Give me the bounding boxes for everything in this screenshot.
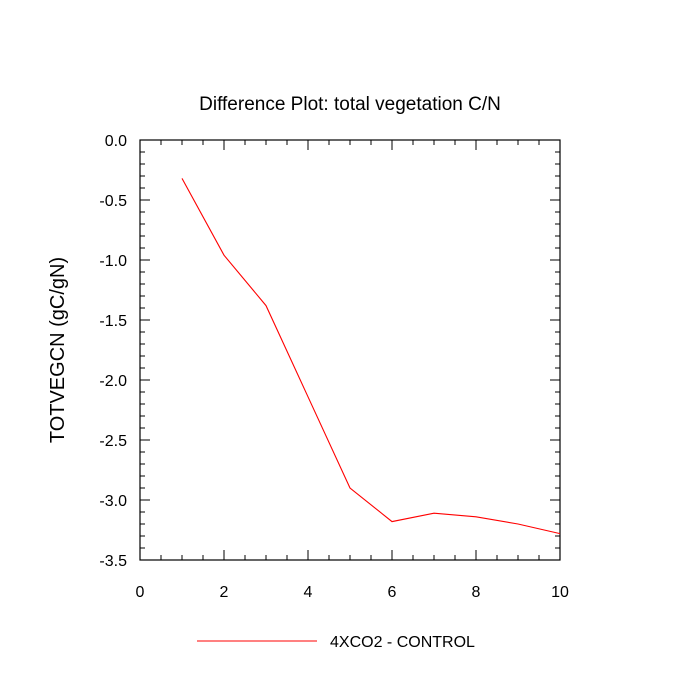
x-tick-label: 10: [551, 584, 569, 601]
y-tick-label: -2.0: [99, 373, 127, 390]
series-line-0: [181, 178, 561, 535]
legend-label: 4XCO2 - CONTROL: [330, 634, 475, 651]
y-tick-label: -1.5: [99, 313, 127, 330]
y-tick-label: -3.5: [99, 553, 127, 570]
x-tick-label: 2: [220, 584, 229, 601]
y-tick-label: -3.0: [99, 493, 127, 510]
plot-frame: [139, 139, 561, 561]
y-tick-label: 0.0: [105, 133, 127, 150]
x-tick-label: 8: [472, 584, 481, 601]
chart-title: Difference Plot: total vegetation C/N: [199, 94, 501, 115]
x-tick-label: 4: [304, 584, 313, 601]
x-tick-label: 0: [136, 584, 145, 601]
x-tick-label: 6: [388, 584, 397, 601]
y-tick-label: -1.0: [99, 253, 127, 270]
y-tick-label: -2.5: [99, 433, 127, 450]
y-axis-label: TOTVEGCN (gC/gN): [47, 257, 69, 443]
y-tick-label: -0.5: [99, 193, 127, 210]
